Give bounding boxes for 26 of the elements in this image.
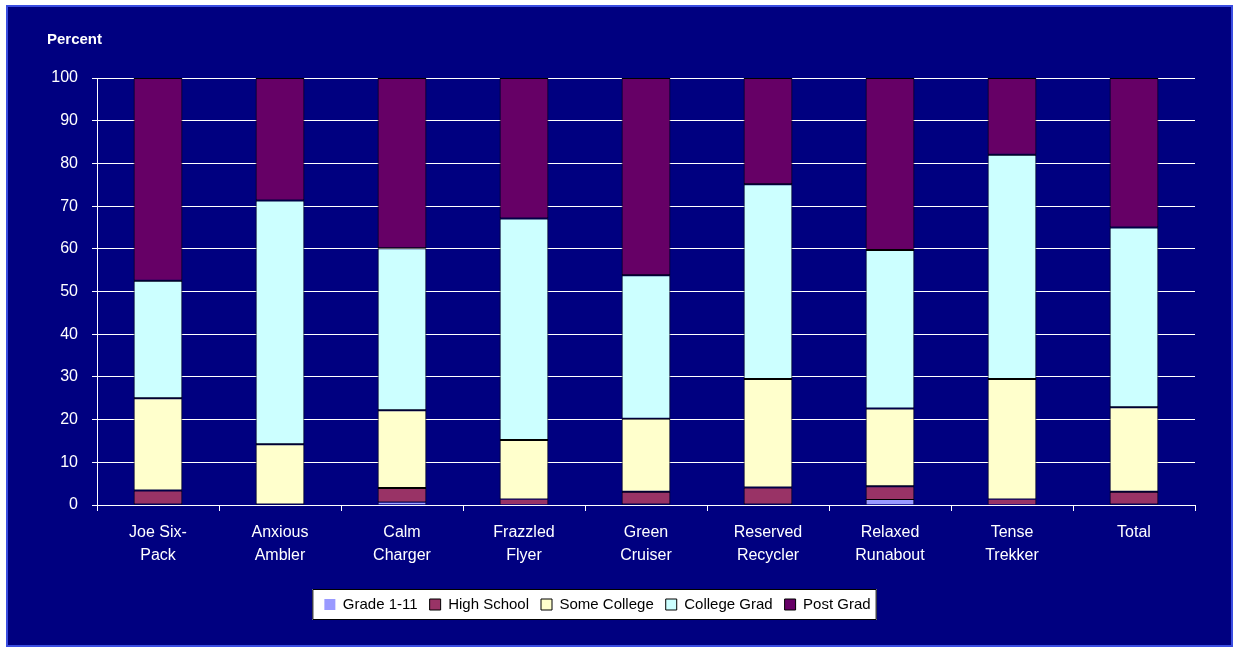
y-tick-label: 90	[60, 111, 79, 129]
y-tick-label: 50	[60, 281, 79, 299]
y-tick-label: 0	[69, 495, 79, 513]
legend-label: Post Grad	[803, 594, 871, 612]
y-tick-label: 20	[60, 410, 79, 428]
legend-label: High School	[448, 594, 530, 612]
legend-label: College Grad	[684, 594, 773, 612]
y-tick-label: 100	[51, 68, 79, 86]
y-tick-label: 40	[60, 324, 79, 342]
x-tick-label: Frazzled Flyer	[493, 523, 555, 564]
y-tick-label: 10	[60, 452, 79, 470]
y-tick-label: 60	[60, 239, 79, 257]
x-tick-label: Calm Charger	[373, 523, 432, 564]
y-tick-label: 70	[60, 196, 79, 214]
x-tick-label: Joe Six-Pack	[129, 523, 187, 564]
legend-label: Some College	[559, 594, 654, 612]
x-tick-label: Green Cruiser	[620, 523, 673, 564]
y-tick-label: 80	[60, 153, 79, 171]
x-tick-label: Tense Trekker	[985, 523, 1040, 564]
legend-label: Grade 1-11	[342, 594, 418, 612]
y-tick-label: 30	[60, 367, 79, 385]
x-tick-label: Total	[1117, 523, 1151, 541]
x-tick-label: Anxious Ambler	[251, 523, 309, 564]
x-tick-label: Reserved Recycler	[733, 523, 803, 564]
x-tick-label: Relaxed Runabout	[855, 523, 926, 564]
y-axis-title: Percent	[47, 30, 103, 48]
